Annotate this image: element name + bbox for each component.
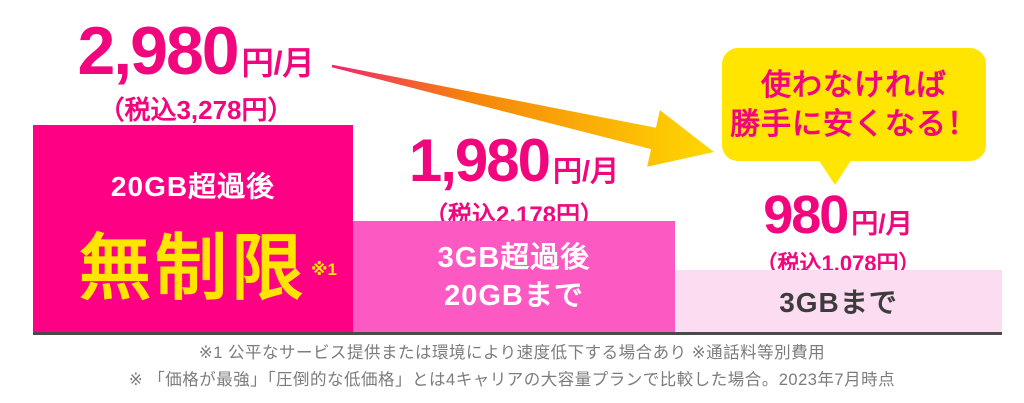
bar-3gb-caption: 3GBまで	[779, 287, 898, 318]
price-20gb-unit: 円/月	[553, 156, 620, 188]
chart-baseline	[33, 332, 1002, 335]
price-unlimited-main: 2,980 円/月	[28, 12, 364, 90]
footnote-line1: ※1 公平なサービス提供または環境により速度低下する場合あり ※通話料等別費用	[198, 344, 826, 362]
callout-line2: 勝手に安くなる！	[730, 107, 978, 141]
price-unlimited-amount: 2,980	[77, 13, 239, 89]
bar-20gb-caption-line1: 3GB超過後	[437, 241, 591, 274]
bar-unlimited-caption: 20GB超過後	[110, 171, 276, 202]
callout-line1: 使わなければ	[761, 68, 947, 102]
price-20gb: 1,980 円/月 （税込2,178円）	[358, 126, 670, 230]
price-unlimited-unit: 円/月	[241, 45, 315, 81]
price-drop-arrow-icon	[331, 64, 714, 167]
price-3gb-amount: 980	[763, 185, 849, 245]
bar-unlimited-highlight: 無制限	[78, 229, 307, 309]
footnotes: ※1 公平なサービス提供または環境により速度低下する場合あり ※通話料等別費用 …	[0, 340, 1024, 394]
price-unlimited: 2,980 円/月 （税込3,278円）	[28, 12, 364, 127]
price-unlimited-tax: （税込3,278円）	[98, 95, 294, 125]
price-20gb-main: 1,980 円/月	[358, 126, 670, 195]
price-3gb: 980 円/月 （税込1,078円）	[710, 184, 966, 278]
bar-20gb: 3GB超過後 20GBまで	[353, 221, 675, 332]
footnote-line2: ※ 「価格が最強」「圧倒的な低価格」とは4キャリアの大容量プランで比較した場合。…	[128, 371, 896, 389]
bar-20gb-caption-line2: 20GBまで	[444, 279, 584, 312]
bar-3gb: 3GBまで	[675, 270, 1002, 332]
callout-bubble: 使わなければ 勝手に安くなる！	[722, 48, 986, 185]
bar-unlimited: 20GB超過後 無制限 ※1	[33, 125, 353, 332]
price-3gb-main: 980 円/月	[710, 184, 966, 246]
price-3gb-unit: 円/月	[851, 209, 913, 239]
price-20gb-amount: 1,980	[408, 127, 551, 194]
bubble-tail-icon	[818, 159, 852, 185]
bar-unlimited-footnote: ※1	[311, 260, 337, 279]
